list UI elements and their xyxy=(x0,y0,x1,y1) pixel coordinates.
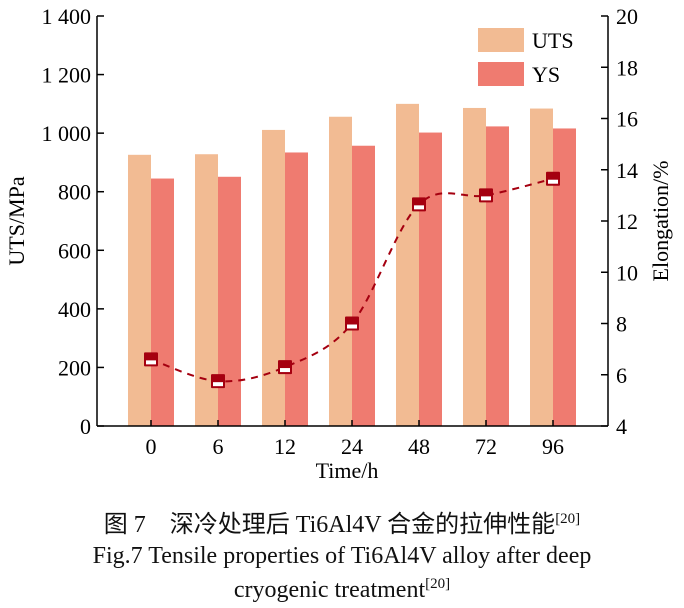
caption-en-ref: [20] xyxy=(425,576,451,592)
bar-ys-72 xyxy=(486,126,509,427)
bar-uts-72 xyxy=(463,107,486,426)
y2-tick-label: 18 xyxy=(616,55,638,80)
bar-ys-96 xyxy=(553,128,576,426)
elongation-marker-inner xyxy=(146,360,156,365)
caption-cn-ref: [20] xyxy=(555,511,581,527)
y2-tick-label: 16 xyxy=(616,107,638,132)
legend-label-ys: YS xyxy=(532,62,560,87)
bar-ys-12 xyxy=(285,152,308,426)
y-tick-label: 1 200 xyxy=(42,63,92,88)
y2-tick-label: 4 xyxy=(616,414,627,439)
elongation-marker-inner xyxy=(213,382,223,387)
bar-uts-6 xyxy=(195,154,218,426)
y-tick-label: 1 400 xyxy=(42,4,92,29)
caption-cn: 图 7 深冷处理后 Ti6Al4V 合金的拉伸性能[20] xyxy=(0,505,684,539)
y-tick-label: 400 xyxy=(58,297,91,322)
x-tick-label: 0 xyxy=(146,434,157,459)
caption-en-line2: cryogenic treatment[20] xyxy=(0,570,684,604)
x-tick-label: 72 xyxy=(475,434,497,459)
bar-uts-0 xyxy=(128,154,151,427)
y-tick-label: 600 xyxy=(58,238,91,263)
x-tick-label: 48 xyxy=(408,434,430,459)
x-tick-label: 96 xyxy=(542,434,564,459)
y2-tick-label: 20 xyxy=(616,4,638,29)
elongation-marker-inner xyxy=(414,205,424,210)
y-tick-label: 800 xyxy=(58,180,91,205)
y2-tick-label: 12 xyxy=(616,209,638,234)
caption-cn-text: 图 7 深冷处理后 Ti6Al4V 合金的拉伸性能 xyxy=(103,512,556,538)
elongation-marker-inner xyxy=(481,196,491,201)
bar-ys-24 xyxy=(352,145,375,426)
y2-tick-label: 14 xyxy=(616,158,638,183)
x-tick-label: 12 xyxy=(274,434,296,459)
y2-axis-label: Elongation/% xyxy=(648,161,673,282)
caption-en-text: cryogenic treatment xyxy=(233,577,426,603)
y-tick-label: 0 xyxy=(80,414,91,439)
bar-uts-24 xyxy=(329,116,352,426)
legend-swatch-ys xyxy=(478,62,524,86)
y2-tick-label: 6 xyxy=(616,363,627,388)
y2-tick-label: 8 xyxy=(616,312,627,337)
elongation-marker-inner xyxy=(280,368,290,373)
y-axis-label: UTS/MPa xyxy=(4,176,29,265)
bar-uts-96 xyxy=(530,108,553,427)
x-tick-label: 6 xyxy=(213,434,224,459)
bar-uts-12 xyxy=(262,129,285,426)
y-tick-label: 1 000 xyxy=(42,121,92,146)
bar-ys-6 xyxy=(218,176,241,426)
y2-tick-label: 10 xyxy=(616,260,638,285)
elongation-marker-inner xyxy=(347,324,357,329)
bar-ys-0 xyxy=(151,178,174,426)
y-tick-label: 200 xyxy=(58,355,91,380)
x-tick-label: 24 xyxy=(341,434,363,459)
x-axis-label: Time/h xyxy=(316,458,379,483)
caption-en-line1: Fig.7 Tensile properties of Ti6Al4V allo… xyxy=(92,543,592,569)
legend-swatch-uts xyxy=(478,28,524,52)
legend-label-uts: UTS xyxy=(532,28,574,53)
bar-uts-48 xyxy=(396,103,419,426)
bar-ys-48 xyxy=(419,132,442,427)
elongation-marker-inner xyxy=(548,179,558,184)
